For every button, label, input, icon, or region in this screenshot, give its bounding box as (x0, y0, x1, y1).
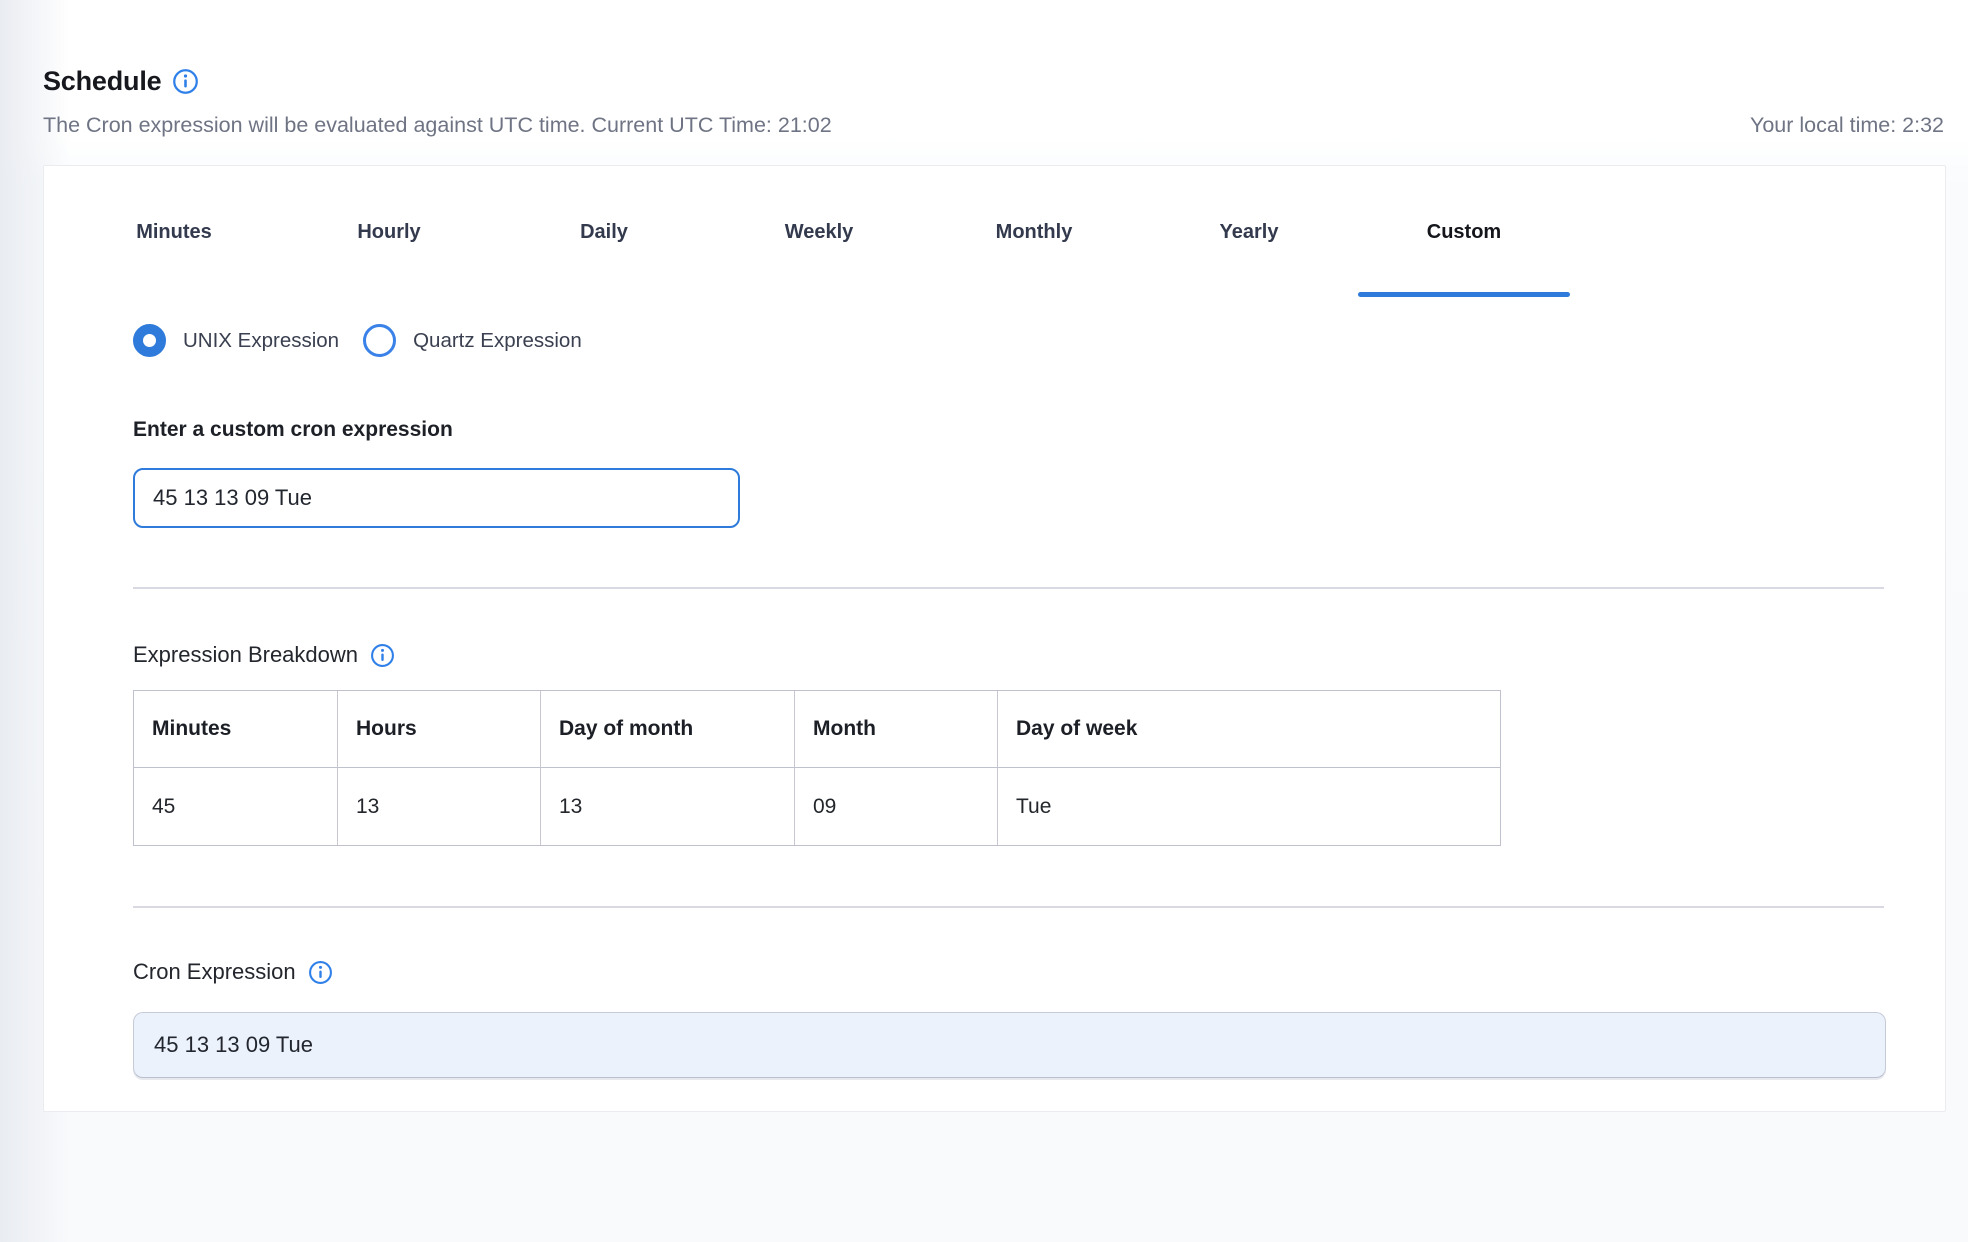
cell-hours: 13 (338, 768, 541, 845)
cron-expression-output: 45 13 13 09 Tue (133, 1012, 1886, 1078)
cell-month: 09 (795, 768, 998, 845)
divider (133, 587, 1884, 589)
tab-minutes[interactable]: Minutes (136, 220, 212, 243)
local-time-label: Your local time: 2:32 (1749, 113, 1944, 137)
info-icon[interactable] (370, 643, 395, 668)
tab-daily[interactable]: Daily (580, 220, 628, 243)
col-header-minutes: Minutes (134, 691, 338, 768)
table-row: 45 13 13 09 Tue (134, 768, 1500, 845)
radio-quartz-label: Quartz Expression (413, 328, 582, 352)
info-icon[interactable] (308, 960, 333, 985)
schedule-header: Schedule The Cron expression will be eva… (43, 66, 1944, 138)
cron-expression-label: Cron Expression (133, 959, 296, 984)
breakdown-title: Expression Breakdown (133, 642, 359, 667)
utc-time-note: The Cron expression will be evaluated ag… (43, 113, 832, 137)
radio-unselected-icon[interactable] (363, 324, 397, 357)
radio-selected-icon[interactable] (133, 324, 166, 357)
custom-expression-label: Enter a custom cron expression (133, 418, 453, 441)
tab-hourly[interactable]: Hourly (357, 220, 421, 243)
col-header-day-of-month: Day of month (541, 691, 795, 768)
custom-expression-input[interactable] (133, 468, 740, 528)
info-icon[interactable] (172, 68, 199, 95)
tab-custom[interactable]: Custom (1358, 196, 1570, 297)
radio-unix-label: UNIX Expression (183, 328, 340, 352)
tab-weekly[interactable]: Weekly (784, 220, 854, 243)
table-header-row: Minutes Hours Day of month Month Day of … (134, 691, 1500, 768)
radio-unix-expression[interactable]: UNIX Expression (133, 324, 339, 357)
page-title: Schedule (43, 66, 162, 96)
col-header-hours: Hours (338, 691, 541, 768)
col-header-day-of-week: Day of week (998, 691, 1500, 768)
breakdown-table: Minutes Hours Day of month Month Day of … (133, 690, 1501, 846)
divider (133, 906, 1884, 908)
expression-type-group: UNIX Expression Quartz Expression (133, 324, 582, 357)
col-header-month: Month (795, 691, 998, 768)
tab-monthly[interactable]: Monthly (995, 220, 1073, 243)
schedule-card: Minutes Hourly Daily Weekly Monthly Year… (43, 165, 1946, 1112)
cell-minutes: 45 (134, 768, 338, 845)
schedule-tabs: Minutes Hourly Daily Weekly Monthly Year… (68, 166, 1945, 297)
cell-day-of-month: 13 (541, 768, 795, 845)
radio-quartz-expression[interactable]: Quartz Expression (363, 324, 582, 357)
cell-day-of-week: Tue (1016, 794, 1052, 818)
tab-yearly[interactable]: Yearly (1219, 220, 1279, 243)
